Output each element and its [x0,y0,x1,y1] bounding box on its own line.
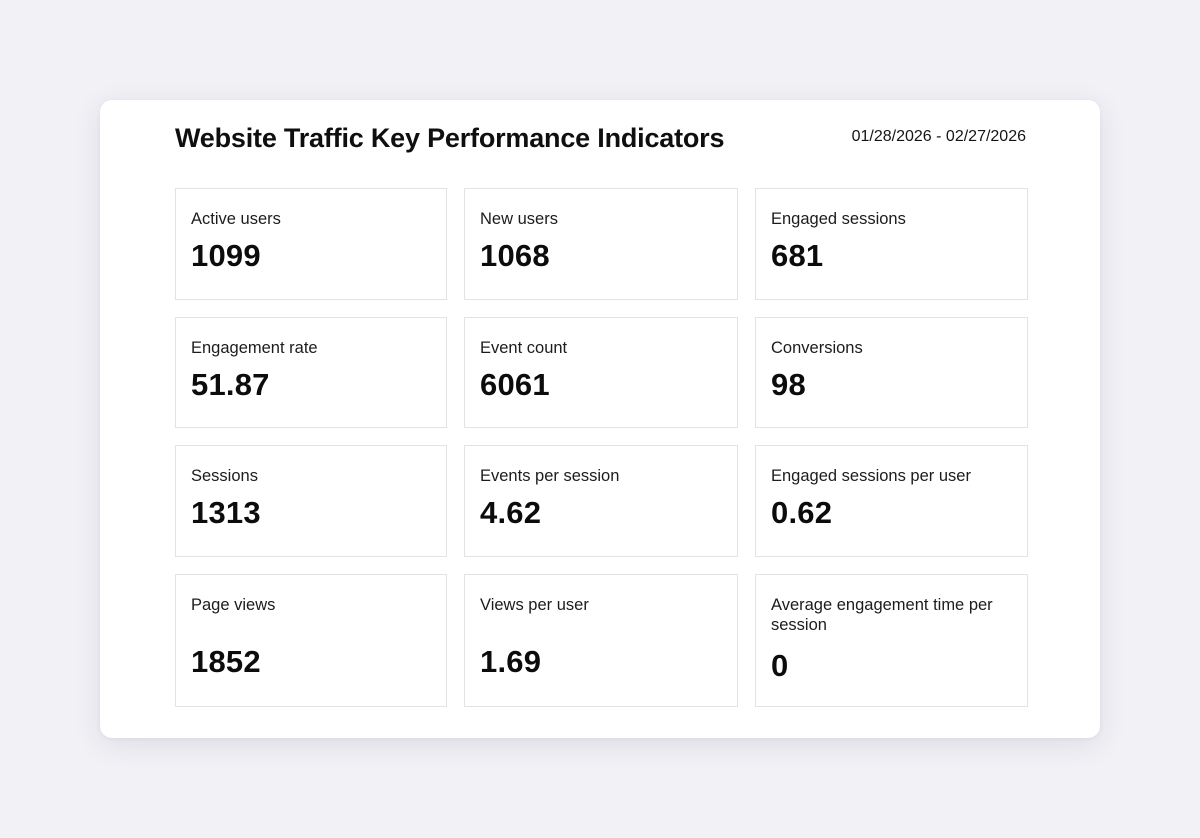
kpi-label: Engagement rate [191,339,318,357]
kpi-value: 6061 [480,367,550,402]
kpi-label: Average engagement time per session [771,596,993,634]
kpi-label: Views per user [480,596,589,614]
kpi-dashboard-card: Website Traffic Key Performance Indicato… [100,100,1100,738]
kpi-label: Page views [191,596,276,614]
kpi-label: Active users [191,210,281,228]
dashboard-title: Website Traffic Key Performance Indicato… [175,123,725,153]
date-range[interactable]: 01/28/2026 - 02/27/2026 [851,128,1026,145]
kpi-label: Events per session [480,467,620,485]
kpi-tile-average-engagement-time-per-session: Average engagement time per session 0 [755,574,1028,707]
kpi-value: 1313 [191,495,261,530]
kpi-tile-sessions: Sessions 1313 [175,445,447,557]
kpi-value: 98 [771,367,806,402]
kpi-tile-active-users: Active users 1099 [175,188,447,300]
kpi-label: New users [480,210,558,228]
kpi-value: 1852 [191,644,261,679]
kpi-value: 1068 [480,238,550,273]
kpi-value: 1.69 [480,644,542,679]
kpi-value: 0.62 [771,495,833,530]
kpi-tile-page-views: Page views 1852 [175,574,447,707]
kpi-tile-engaged-sessions: Engaged sessions 681 [755,188,1028,300]
kpi-tile-engaged-sessions-per-user: Engaged sessions per user 0.62 [755,445,1028,557]
kpi-label: Engaged sessions [771,210,906,228]
kpi-tile-views-per-user: Views per user 1.69 [464,574,738,707]
kpi-label: Engaged sessions per user [771,467,971,485]
kpi-value: 681 [771,238,824,273]
kpi-tile-event-count: Event count 6061 [464,317,738,428]
kpi-label: Event count [480,339,568,357]
kpi-value: 0 [771,648,789,683]
kpi-label: Conversions [771,339,863,357]
kpi-value: 51.87 [191,367,270,402]
kpi-tile-conversions: Conversions 98 [755,317,1028,428]
kpi-tile-events-per-session: Events per session 4.62 [464,445,738,557]
kpi-value: 1099 [191,238,261,273]
kpi-value: 4.62 [480,495,542,530]
kpi-grid: Active users 1099 New users 1068 Engaged… [175,188,1028,707]
kpi-label: Sessions [191,467,258,485]
kpi-tile-new-users: New users 1068 [464,188,738,300]
kpi-tile-engagement-rate: Engagement rate 51.87 [175,317,447,428]
